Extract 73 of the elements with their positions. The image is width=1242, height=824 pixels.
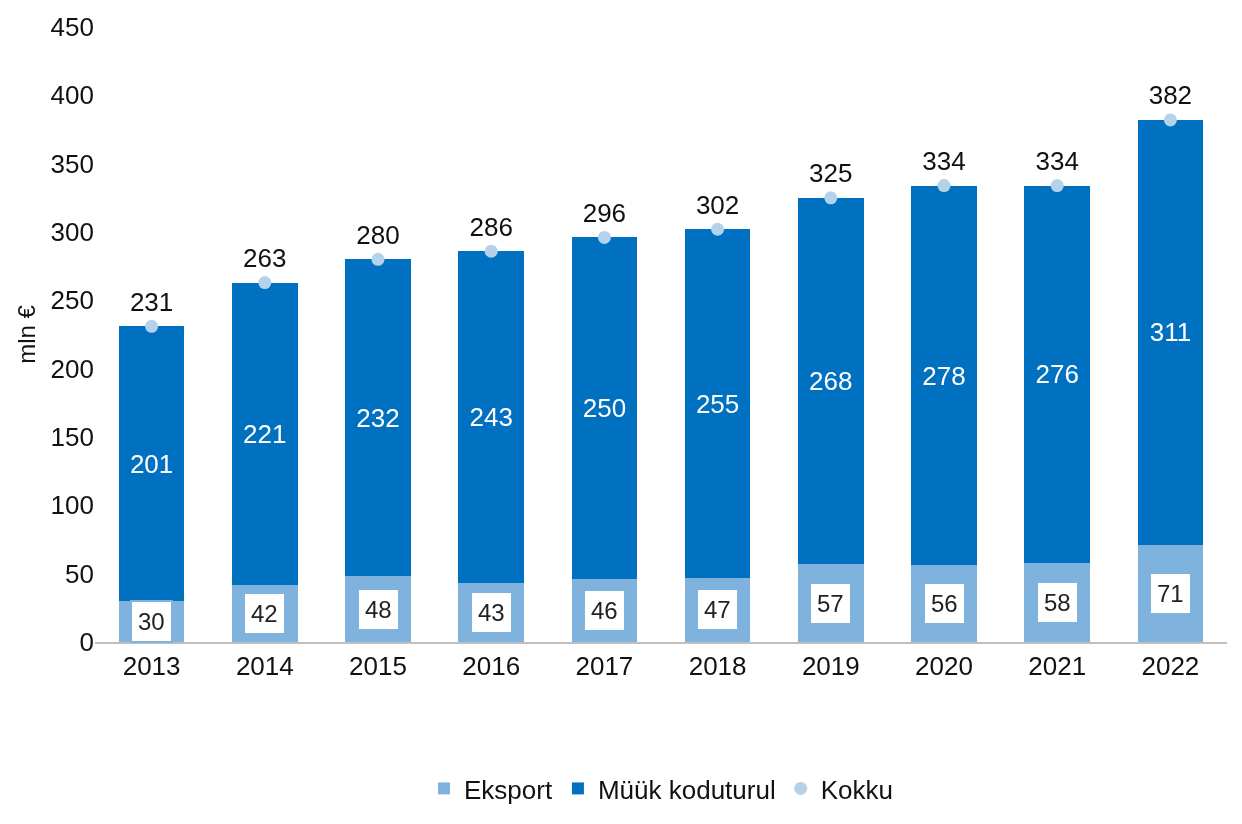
x-tick-label: 2015 xyxy=(349,650,407,681)
data-label: 58 xyxy=(1044,589,1071,616)
data-label: 43 xyxy=(478,599,505,626)
legend-label: Müük koduturul xyxy=(597,774,776,805)
y-tick-label: 50 xyxy=(65,558,94,589)
x-tick-label: 2017 xyxy=(575,650,634,681)
data-label: 221 xyxy=(243,418,287,449)
data-label: 56 xyxy=(931,590,958,617)
x-tick-label: 2014 xyxy=(235,650,294,681)
data-label: 250 xyxy=(582,393,627,424)
bar xyxy=(345,259,411,577)
data-label: 296 xyxy=(582,197,627,228)
point xyxy=(258,276,272,290)
data-label: 231 xyxy=(129,286,174,317)
legend-label: Eksport xyxy=(464,774,553,805)
y-tick-label: 400 xyxy=(50,80,94,111)
data-label: 57 xyxy=(817,590,844,617)
legend-label: Kokku xyxy=(820,774,893,805)
y-tick-label: 0 xyxy=(79,627,94,658)
point xyxy=(824,191,838,205)
data-label: 286 xyxy=(469,211,513,242)
data-label: 278 xyxy=(922,360,966,391)
data-label: 71 xyxy=(1157,580,1184,607)
x-tick-label: 2016 xyxy=(462,650,521,681)
point xyxy=(711,222,725,236)
data-label: 42 xyxy=(251,600,278,627)
data-label: 334 xyxy=(922,145,966,176)
bar xyxy=(911,185,977,566)
y-tick-label: 250 xyxy=(50,285,94,316)
data-label: 201 xyxy=(129,448,174,479)
x-tick-label: 2020 xyxy=(915,650,973,681)
data-label: 302 xyxy=(695,189,740,220)
data-label: 382 xyxy=(1148,80,1193,111)
data-label: 263 xyxy=(243,242,287,273)
data-label: 280 xyxy=(356,219,400,250)
data-label: 46 xyxy=(591,597,618,624)
point xyxy=(597,230,611,244)
data-label: 334 xyxy=(1035,145,1079,176)
y-tick-label: 150 xyxy=(50,422,94,453)
x-tick-label: 2018 xyxy=(688,650,747,681)
bar xyxy=(797,197,864,565)
point xyxy=(371,252,385,266)
data-label: 311 xyxy=(1149,317,1192,348)
y-tick-label: 200 xyxy=(50,353,94,384)
data-label: 48 xyxy=(365,596,392,623)
x-tick-label: 2019 xyxy=(801,650,860,681)
point xyxy=(937,179,951,193)
y-tick-label: 300 xyxy=(50,217,94,248)
data-label: 47 xyxy=(704,596,731,623)
y-tick-label: 100 xyxy=(50,490,94,521)
bar xyxy=(458,251,525,584)
data-label: 276 xyxy=(1035,359,1079,390)
y-axis-title: mln € xyxy=(12,304,40,364)
x-tick-label: 2013 xyxy=(122,650,181,681)
data-label: 243 xyxy=(469,402,513,433)
point xyxy=(145,319,159,333)
y-tick-label: 450 xyxy=(50,12,94,43)
bar xyxy=(684,229,751,578)
data-label: 325 xyxy=(809,158,853,189)
data-label: 255 xyxy=(695,388,740,419)
data-label: 232 xyxy=(356,402,400,433)
point xyxy=(484,244,498,258)
bar xyxy=(231,282,298,585)
x-tick-label: 2021 xyxy=(1028,650,1087,681)
bar xyxy=(1137,119,1204,545)
point xyxy=(1163,113,1177,127)
bar xyxy=(571,237,638,580)
bar xyxy=(1024,185,1091,563)
point xyxy=(1050,179,1064,193)
x-tick-label: 2022 xyxy=(1141,650,1200,681)
y-tick-label: 350 xyxy=(50,148,94,179)
data-label: 268 xyxy=(809,365,853,396)
data-label: 30 xyxy=(138,608,165,635)
